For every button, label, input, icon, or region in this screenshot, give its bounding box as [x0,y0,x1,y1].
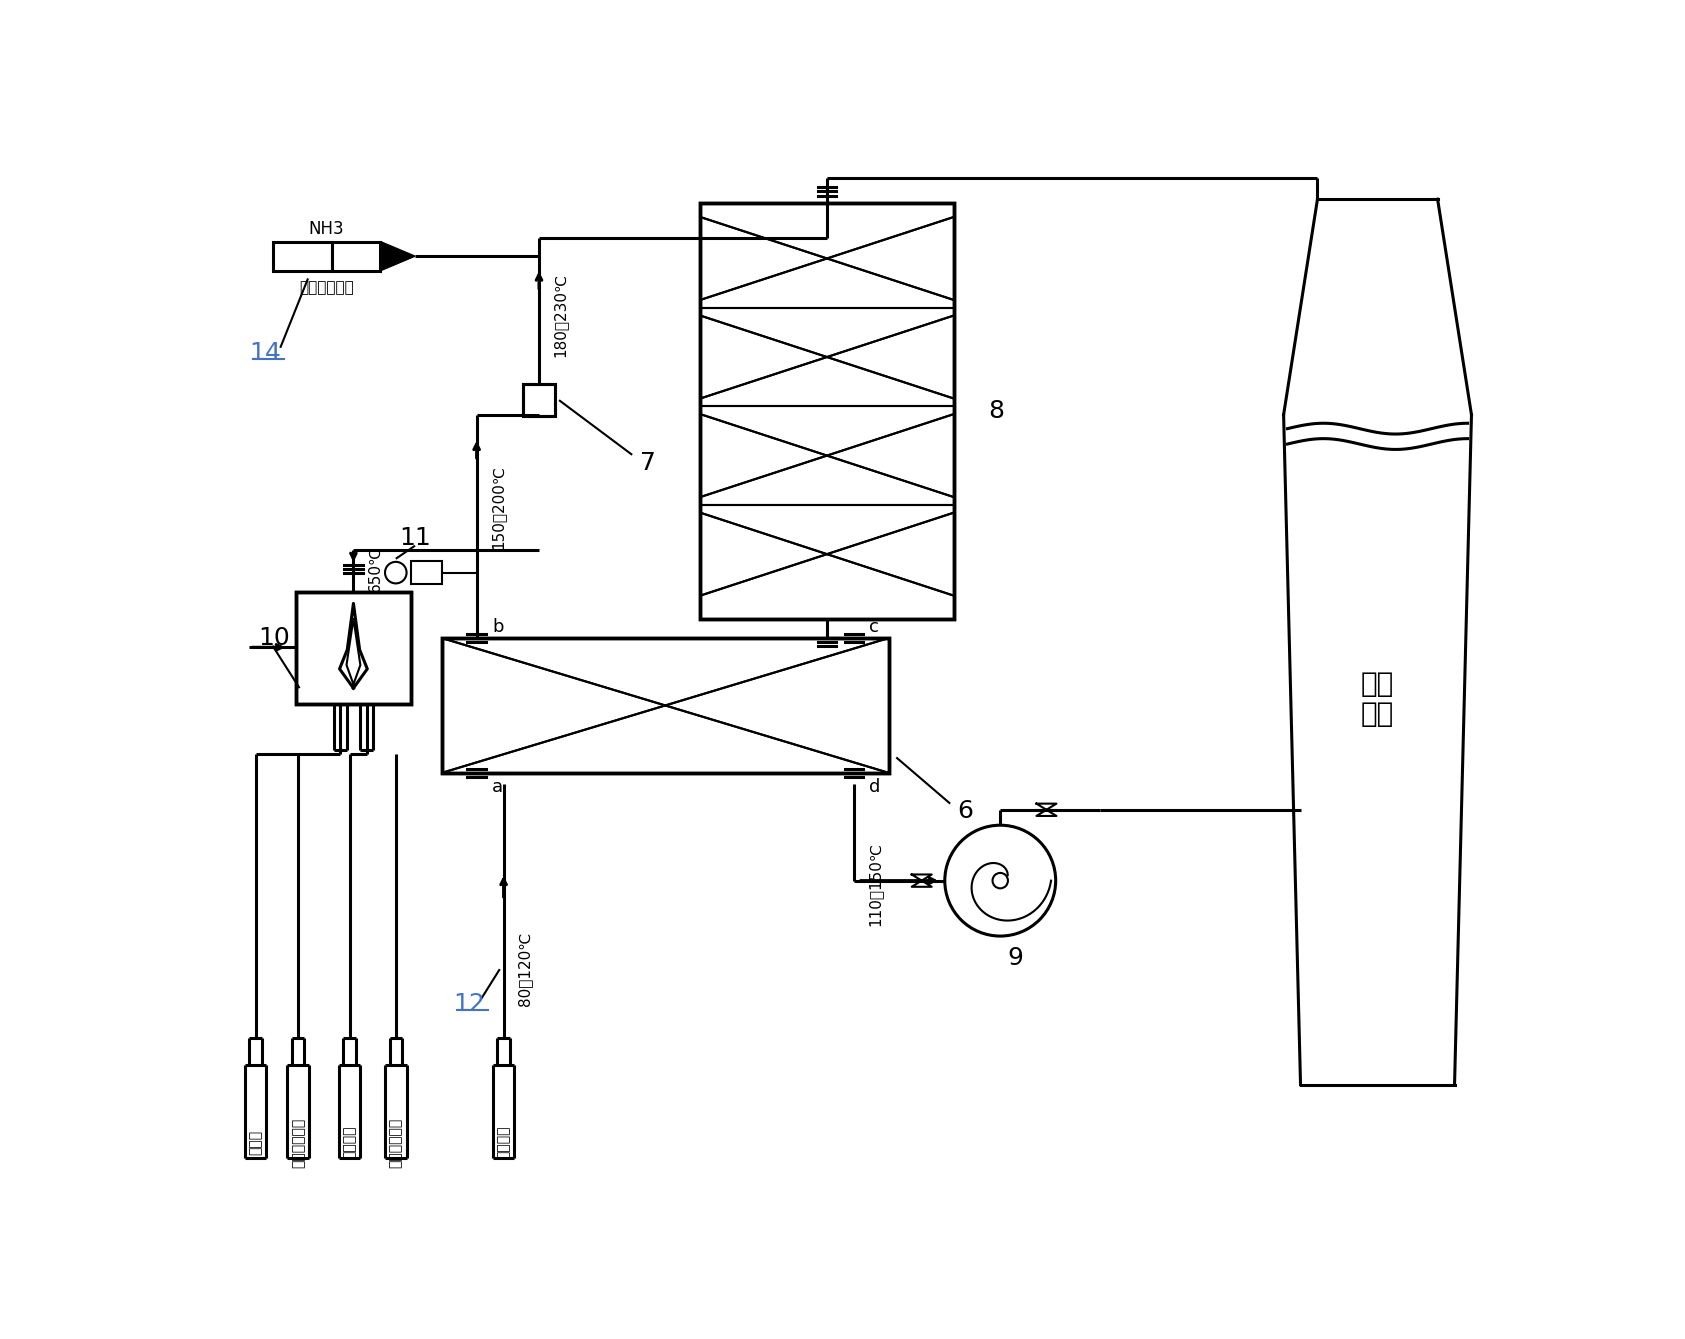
Bar [332,241,381,270]
Bar [699,204,954,619]
Text: 7: 7 [640,450,655,474]
Text: 110－150℃: 110－150℃ [868,842,883,927]
Bar [441,639,888,773]
Text: b: b [492,617,504,636]
Text: 11: 11 [399,526,431,550]
Polygon shape [381,241,415,270]
Text: 6: 6 [957,799,974,823]
Text: 烟囱: 烟囱 [1361,699,1393,727]
Text: 高炉煤气: 高炉煤气 [342,1126,357,1160]
Text: 80－120℃: 80－120℃ [517,932,532,1007]
Bar [411,561,441,584]
Text: 8: 8 [989,399,1004,423]
Text: 150－200℃: 150－200℃ [490,465,506,549]
Bar [295,592,411,703]
Text: 来自业主氨区: 来自业主氨区 [300,280,354,295]
Text: 9: 9 [1008,945,1023,969]
Text: 助燃风: 助燃风 [249,1130,263,1156]
Text: d: d [869,778,881,795]
Text: 14: 14 [249,341,281,366]
Text: 180－230℃: 180－230℃ [553,273,568,356]
Bar [441,639,888,773]
Text: a: a [492,778,504,795]
Bar [522,384,554,416]
Text: c: c [869,617,880,636]
Text: NH3: NH3 [308,220,344,238]
Text: 煤烟: 煤烟 [1361,671,1393,698]
Bar [699,204,954,619]
Text: 来自助燃风机: 来自助燃风机 [292,1117,305,1168]
Text: 650℃: 650℃ [367,546,382,592]
Bar [295,592,411,703]
Text: 10: 10 [259,627,290,649]
Text: 来自业主母管: 来自业主母管 [389,1117,403,1168]
Bar [522,384,554,416]
Text: 12: 12 [453,992,485,1016]
Bar [273,241,332,270]
Text: 煤烟烟气: 煤烟烟气 [497,1126,511,1160]
